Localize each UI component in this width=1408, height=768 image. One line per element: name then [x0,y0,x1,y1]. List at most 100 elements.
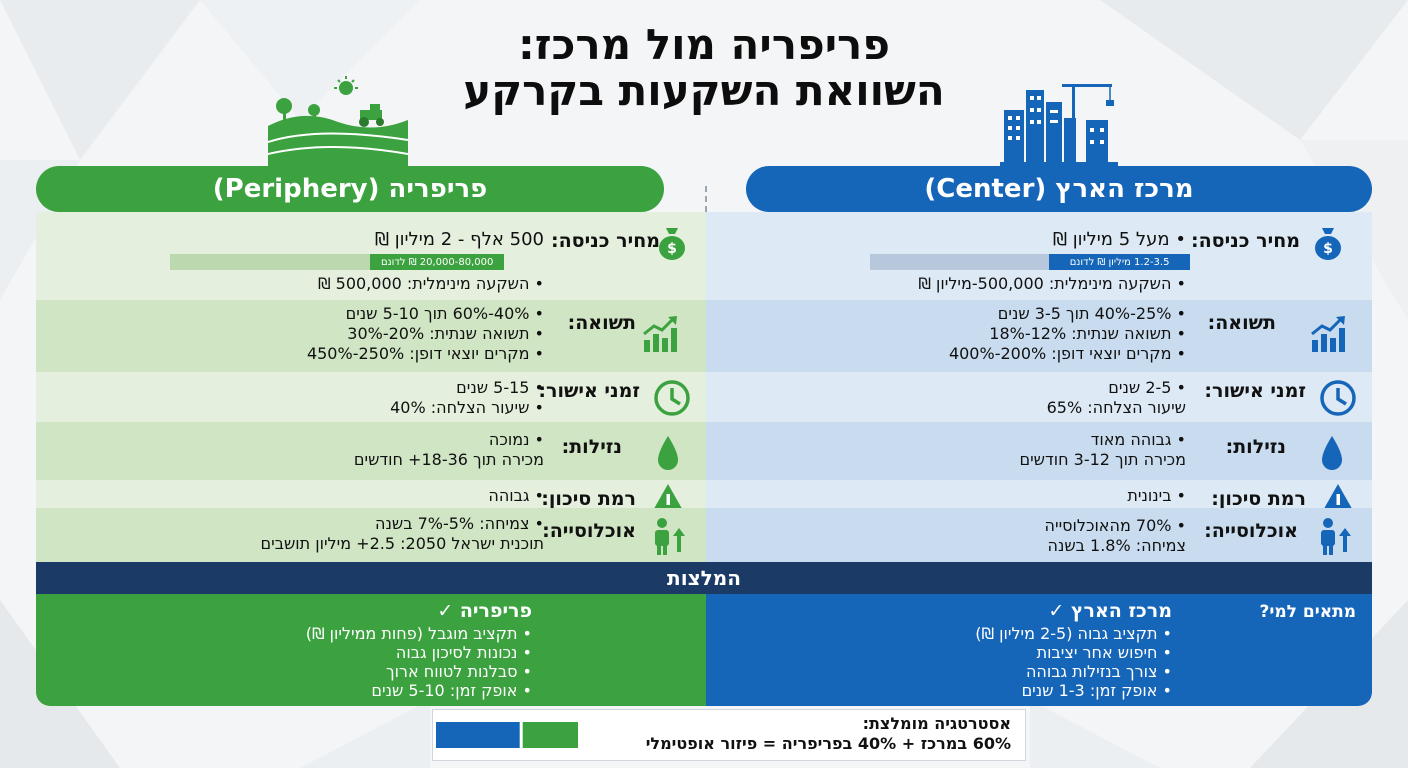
periphery-liquidity-values: נמוכה מכירה תוך 18-36+ חודשים [354,430,544,470]
periphery-population-item: צמיחה: 5%-7% בשנה [261,514,544,534]
periphery-return-values: 40%-60% תוך 5-10 שנים תשואה שנתית: 20%-3… [307,304,544,364]
center-approval-item: 2-5 שנים [1047,378,1186,398]
strategy-split-bar [436,722,578,748]
center-population-item: 70% מהאוכלוסייה [1045,516,1186,536]
periphery-rec-item: סבלנות לטווח ארוך [306,662,532,681]
center-return-item: תשואה שנתית: 12%-18% [949,324,1186,344]
strategy-bar-marker [519,722,523,748]
periphery-liquidity-label: נזילות: [561,436,622,458]
center-risk-values: בינונית [1127,486,1186,506]
center-rec-list: תקציב גבוה (2-5 מיליון ₪) חיפוש אחר יציב… [975,624,1172,700]
periphery-recommendation: פריפריה ✓ תקציב מוגבל (פחות ממיליון ₪) נ… [36,594,706,706]
center-return-item: מקרים יוצאי דופן: 200%-400% [949,344,1186,364]
fit-for-label: מתאים למי? [1259,602,1356,622]
center-rec-item: חיפוש אחר יציבות [975,643,1172,662]
periphery-population-label: אוכלוסייה: [542,520,636,542]
center-price-values: מעל 5 מיליון ₪ [1053,230,1186,250]
center-recommendation: מתאים למי? מרכז הארץ ✓ תקציב גבוה (2-5 מ… [706,594,1372,706]
periphery-approval-row: זמני אישור: 5-15 שנים שיעור הצלחה: 40% [36,372,706,422]
center-liquidity-item: גבוהה מאוד [1019,430,1186,450]
center-liquidity-item: מכירה תוך 3-12 חודשים [1019,450,1186,469]
chart-up-icon [1311,316,1345,352]
periphery-liquidity-row: נזילות: נמוכה מכירה תוך 18-36+ חודשים [36,422,706,480]
center-min-text: השקעה מינימלית: 500,000-מיליון ₪ [918,274,1186,294]
center-header: מרכז הארץ (Center) [746,166,1372,212]
person-up-icon [655,518,685,555]
periphery-price-bar: 20,000-80,000 ₪ לדונם [170,254,504,270]
recommendations-header: המלצות [36,562,1372,594]
periphery-header: פריפריה (Periphery) [36,166,664,212]
center-rec-title: מרכז הארץ ✓ [1048,600,1172,622]
center-rec-item: צורך בנזילות גבוהה [975,662,1172,681]
periphery-price-values: 500 אלף - 2 מיליון ₪ [375,230,544,250]
periphery-return-item: מקרים יוצאי דופן: 250%-450% [307,344,544,364]
center-approval-item: שיעור הצלחה: 65% [1046,398,1186,417]
periphery-rec-item: נכונות לסיכון גבוה [306,643,532,662]
periphery-price-row: $ מחיר כניסה: 500 אלף - 2 מיליון ₪ 20,00… [36,212,706,300]
title-line-1: פריפריה מול מרכז: [518,20,890,69]
strategy-bar-center [436,722,522,748]
person-up-icon [1321,518,1351,555]
strategy-bar-periphery [521,722,578,748]
money-bag-icon: $ [659,228,685,260]
drop-icon [1322,436,1342,470]
periphery-approval-label: זמני אישור: [538,380,640,402]
periphery-rec-list: תקציב מוגבל (פחות ממיליון ₪) נכונות לסיכ… [306,624,532,700]
center-population-label: אוכלוסייה: [1204,520,1298,542]
periphery-risk-values: גבוהה [488,486,544,506]
periphery-population-row: אוכלוסייה: צמיחה: 5%-7% בשנה תוכנית ישרא… [36,508,706,562]
periphery-rec-item: אופק זמן: 5-10 שנים [306,681,532,700]
periphery-approval-item: שיעור הצלחה: 40% [390,398,544,418]
periphery-min-text: השקעה מינימלית: 500,000 ₪ [318,274,544,294]
page-title: פריפריה מול מרכז: השוואת השקעות בקרקע [350,22,1058,114]
periphery-rec-title: פריפריה ✓ [437,600,532,622]
center-price-bar-fill: 1.2-3.5 מיליון ₪ לדונם [1049,254,1190,270]
svg-text:$: $ [667,241,677,257]
center-approval-values: 2-5 שנים שיעור הצלחה: 65% [1047,378,1186,418]
periphery-rec-item: תקציב מוגבל (פחות ממיליון ₪) [306,624,532,643]
periphery-min-investment: השקעה מינימלית: 500,000 ₪ [318,274,544,294]
center-return-label: תשואה: [1207,312,1276,334]
center-price-bar: 1.2-3.5 מיליון ₪ לדונם [870,254,1190,270]
periphery-return-label: תשואה: [567,312,636,334]
city-skyline-icon [1000,84,1118,166]
periphery-liquidity-item: נמוכה [354,430,544,450]
money-bag-icon: $ [1315,228,1341,260]
center-price-row: $ מחיר כניסה: מעל 5 מיליון ₪ 1.2-3.5 מיל… [706,212,1372,300]
periphery-population-item: תוכנית ישראל 2050: 2.5+ מיליון תושבים [260,534,544,553]
farm-fields-icon [268,76,408,166]
center-risk-label: רמת סיכון: [1211,488,1306,510]
strategy-text: 60% במרכז + 40% בפריפריה = פיזור אופטימל… [645,734,1011,753]
periphery-panel: $ מחיר כניסה: 500 אלף - 2 מיליון ₪ 20,00… [36,212,706,562]
center-rec-item: אופק זמן: 1-3 שנים [975,681,1172,700]
center-risk-item: בינונית [1127,486,1186,506]
periphery-risk-row: רמת סיכון: גבוהה [36,480,706,520]
periphery-population-values: צמיחה: 5%-7% בשנה תוכנית ישראל 2050: 2.5… [261,514,544,554]
center-population-row: אוכלוסייה: 70% מהאוכלוסייה צמיחה: 1.8% ב… [706,508,1372,562]
periphery-price-main: 500 אלף - 2 מיליון ₪ [374,229,544,250]
center-risk-row: רמת סיכון: בינונית [706,480,1372,520]
center-min-investment: השקעה מינימלית: 500,000-מיליון ₪ [918,274,1186,294]
periphery-price-bar-fill: 20,000-80,000 ₪ לדונם [370,254,504,270]
center-approval-row: זמני אישור: 2-5 שנים שיעור הצלחה: 65% [706,372,1372,422]
center-return-values: 25%-40% תוך 3-5 שנים תשואה שנתית: 12%-18… [949,304,1186,364]
center-liquidity-values: גבוהה מאוד מכירה תוך 3-12 חודשים [1019,430,1186,470]
center-price-main: מעל 5 מיליון ₪ [1053,230,1186,250]
periphery-risk-label: רמת סיכון: [541,488,636,510]
periphery-liquidity-item: מכירה תוך 18-36+ חודשים [353,450,544,469]
periphery-return-row: תשואה: 40%-60% תוך 5-10 שנים תשואה שנתית… [36,300,706,372]
periphery-approval-item: 5-15 שנים [390,378,544,398]
center-price-label: מחיר כניסה: [1191,230,1300,252]
clock-icon [1320,380,1356,416]
chart-up-icon [643,316,677,352]
drop-icon [658,436,678,470]
center-population-values: 70% מהאוכלוסייה צמיחה: 1.8% בשנה [1045,516,1186,556]
center-liquidity-row: נזילות: גבוהה מאוד מכירה תוך 3-12 חודשים [706,422,1372,480]
periphery-price-label: מחיר כניסה: [551,230,660,252]
svg-text:$: $ [1323,241,1333,257]
center-liquidity-label: נזילות: [1225,436,1286,458]
center-rec-item: תקציב גבוה (2-5 מיליון ₪) [975,624,1172,643]
center-return-item: 25%-40% תוך 3-5 שנים [949,304,1186,324]
title-line-2: השוואת השקעות בקרקע [463,66,945,115]
center-approval-label: זמני אישור: [1204,380,1306,402]
